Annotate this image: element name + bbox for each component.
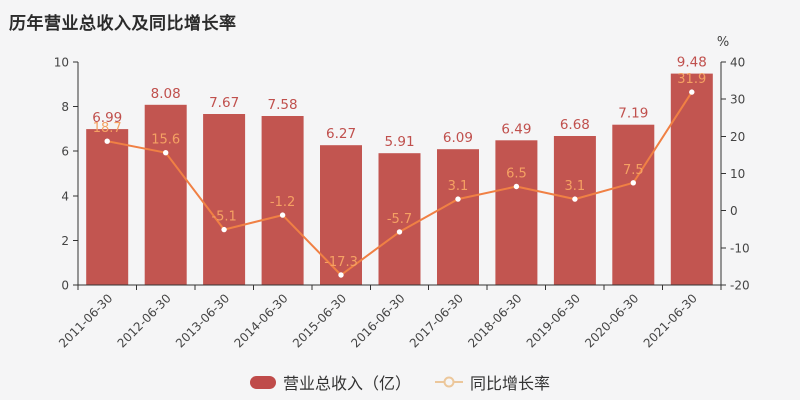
- percent-unit-label: %: [717, 35, 729, 50]
- y-axis-tick-label-right: 0: [730, 204, 738, 218]
- line-series-dot-icon: [443, 376, 455, 388]
- bar-value-label: 7.67: [209, 95, 239, 111]
- revenue-bar[interactable]: [144, 104, 187, 285]
- growth-value-label: 18.7: [93, 121, 122, 136]
- growth-value-label: 15.6: [151, 133, 180, 148]
- x-axis-label: 2018-06-30: [465, 291, 524, 350]
- y-axis-tick-label-left: 10: [54, 56, 69, 70]
- x-axis-label: 2014-06-30: [231, 291, 290, 350]
- bar-value-label: 6.09: [443, 130, 473, 146]
- y-axis-tick-label-right: 40: [730, 56, 745, 70]
- legend-label-growth: 同比增长率: [470, 374, 551, 393]
- bar-value-label: 8.08: [151, 86, 181, 102]
- legend-item-growth[interactable]: 同比增长率: [435, 370, 550, 394]
- revenue-bar[interactable]: [612, 124, 655, 285]
- y-axis-tick-label-right: -10: [730, 241, 750, 255]
- legend: 营业总收入（亿） 同比增长率: [0, 371, 800, 393]
- y-axis-tick-label-left: 2: [61, 234, 69, 248]
- chart-title: 历年营业总收入及同比增长率: [9, 14, 237, 34]
- growth-point[interactable]: [279, 212, 286, 218]
- growth-point[interactable]: [630, 180, 636, 186]
- bar-value-label: 6.27: [326, 126, 356, 142]
- x-axis-label: 2021-06-30: [641, 291, 700, 350]
- y-axis-tick-label-right: 20: [730, 130, 745, 144]
- x-axis-label: 2011-06-30: [56, 291, 115, 350]
- growth-value-label: -5.7: [387, 212, 412, 227]
- revenue-bar[interactable]: [378, 153, 421, 285]
- y-axis-tick-label-right: 10: [730, 167, 745, 181]
- revenue-bar[interactable]: [86, 129, 129, 285]
- growth-point[interactable]: [338, 272, 344, 278]
- bar-value-label: 5.91: [384, 134, 414, 150]
- growth-value-label: 7.5: [623, 163, 644, 178]
- revenue-bar[interactable]: [495, 140, 538, 285]
- bar-value-label: 6.49: [501, 121, 531, 137]
- revenue-bar[interactable]: [203, 114, 246, 285]
- x-axis-label: 2013-06-30: [173, 291, 232, 350]
- bar-value-label: 6.99: [92, 110, 122, 126]
- growth-value-label: 3.1: [448, 179, 469, 194]
- growth-point[interactable]: [396, 229, 403, 235]
- growth-point[interactable]: [513, 183, 520, 190]
- growth-value-label: -17.3: [324, 255, 358, 270]
- growth-value-label: 31.9: [677, 72, 706, 87]
- growth-point[interactable]: [163, 150, 169, 156]
- x-axis-label: 2015-06-30: [290, 291, 349, 350]
- y-axis-tick-label-right: 30: [730, 93, 745, 107]
- growth-value-label: 3.1: [565, 179, 586, 194]
- growth-point[interactable]: [689, 89, 695, 95]
- revenue-bar[interactable]: [437, 149, 479, 285]
- growth-value-label: 6.5: [506, 167, 527, 182]
- x-axis-label: 2012-06-30: [115, 291, 174, 350]
- growth-value-label: -1.2: [270, 195, 295, 210]
- legend-label-revenue: 营业总收入（亿）: [282, 374, 411, 393]
- y-axis-tick-label-left: 8: [61, 100, 69, 114]
- x-axis-label: 2019-06-30: [524, 291, 583, 350]
- bar-series-swatch-icon: [249, 375, 276, 389]
- bar-value-label: 6.68: [560, 117, 590, 133]
- x-axis-label: 2016-06-30: [348, 291, 407, 350]
- y-axis-tick-label-right: -20: [730, 279, 750, 293]
- bar-value-label: 9.48: [677, 55, 707, 71]
- y-axis-tick-label-left: 6: [61, 145, 69, 159]
- y-axis-tick-label-left: 4: [61, 189, 69, 203]
- growth-point[interactable]: [455, 196, 461, 202]
- y-axis-tick-label-left: 0: [61, 279, 69, 293]
- bar-value-label: 7.58: [268, 97, 298, 113]
- chart-canvas: 0 2 4 6 8 10 -20 -10 0 10 20 30 40% 2011-06-30 2012-06…: [54, 35, 750, 350]
- growth-point[interactable]: [572, 196, 578, 202]
- revenue-bar[interactable]: [553, 136, 596, 285]
- growth-point[interactable]: [221, 226, 227, 233]
- growth-value-label: -5.1: [211, 210, 236, 225]
- line-series-swatch-icon: [435, 376, 463, 388]
- growth-point[interactable]: [104, 138, 110, 144]
- x-axis-label: 2017-06-30: [407, 291, 466, 350]
- legend-item-revenue[interactable]: 营业总收入（亿）: [249, 370, 411, 394]
- revenue-bar[interactable]: [261, 116, 304, 285]
- revenue-bar[interactable]: [670, 73, 713, 285]
- x-axis-label: 2020-06-30: [582, 291, 641, 350]
- bar-value-label: 7.19: [618, 106, 648, 122]
